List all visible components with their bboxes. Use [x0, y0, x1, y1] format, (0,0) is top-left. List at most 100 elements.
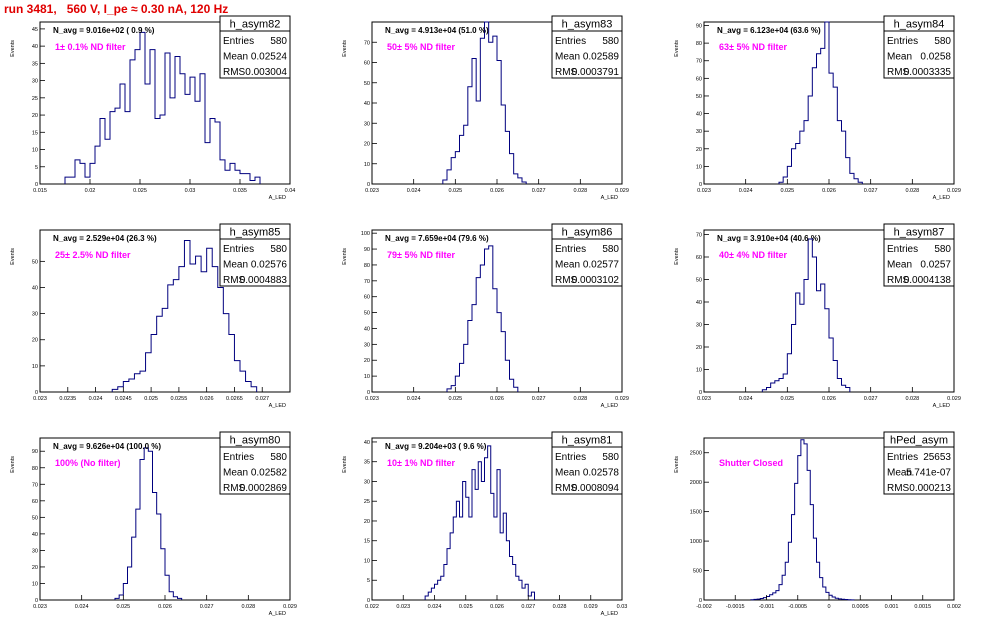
x-tick-label: 0.0265 — [226, 396, 243, 402]
x-tick-label: 0.023 — [697, 396, 711, 402]
y-tick-label: 0 — [699, 182, 702, 188]
navg-annotation: N_avg = 6.123e+04 (63.6 %) — [717, 26, 821, 35]
filter-label: 40± 4% ND filter — [719, 250, 787, 260]
stats-value-entries: 580 — [602, 244, 619, 255]
histogram-panel-h_asym86: 0 10 20 30 40 50 60 70 80 90 100 0.023 0.024 0.025 0.0… — [342, 223, 629, 409]
y-tick-label: 40 — [364, 440, 370, 446]
y-axis-label: Events — [342, 456, 348, 473]
x-tick-label: 0.028 — [905, 188, 919, 194]
x-tick-label: -0.0005 — [788, 604, 807, 610]
stats-box: h_asym80 Entries 580 Mean 0.02582 RMS0.000286… — [219, 431, 291, 495]
x-tick-label: 0.029 — [615, 396, 629, 402]
stats-box-frame — [883, 431, 955, 495]
x-axis-label: A_LED — [601, 403, 618, 409]
stats-value-mean: 0.02524 — [251, 52, 288, 63]
x-tick-label: 0.025 — [133, 188, 147, 194]
x-tick-label: 0.024 — [407, 188, 421, 194]
stats-value-mean: 5.741e-07 — [906, 468, 951, 479]
y-tick-label: 70 — [696, 59, 702, 65]
stats-value-entries: 580 — [602, 452, 619, 463]
stats-label-rms: RMS — [887, 275, 910, 286]
stats-value-mean: 0.02582 — [251, 468, 288, 479]
stats-value-mean: 0.02576 — [251, 260, 288, 271]
y-tick-label: 15 — [32, 130, 38, 136]
x-tick-label: 0.0005 — [852, 604, 869, 610]
y-tick-label: 0 — [699, 390, 702, 396]
x-axis-label: A_LED — [933, 195, 950, 201]
filter-label: 100% (No filter) — [55, 458, 121, 468]
y-tick-label: 70 — [364, 279, 370, 285]
x-tick-label: 0.0015 — [914, 604, 931, 610]
stats-label-entries: Entries — [555, 36, 586, 47]
y-tick-label: 1500 — [690, 510, 702, 516]
x-axis-label: A_LED — [269, 195, 286, 201]
x-tick-label: 0.0235 — [59, 396, 76, 402]
x-tick-label: 0.025 — [144, 396, 158, 402]
x-tick-label: 0.026 — [490, 188, 504, 194]
histogram-bars — [424, 445, 535, 600]
stats-value-mean: 0.0258 — [920, 52, 951, 63]
histogram-title: h_asym83 — [562, 19, 613, 31]
stats-box-frame — [883, 15, 955, 79]
histogram-panel-h_asym82: 0 5 10 15 20 25 30 35 40 45 0.015 0.02 0.025 0.03 0.03… — [10, 15, 295, 201]
y-tick-label: 20 — [364, 142, 370, 148]
histogram-panel-h_asym84: 0 10 20 30 40 50 60 70 80 90 0.023 0.024 0.025 0.026 0… — [674, 15, 961, 201]
y-tick-label: 50 — [696, 278, 702, 284]
navg-annotation: N_avg = 9.204e+03 ( 9.6 %) — [385, 442, 487, 451]
y-tick-label: 20 — [364, 358, 370, 364]
histogram-title: h_asym82 — [230, 19, 281, 31]
filter-label: 50± 5% ND filter — [387, 42, 455, 52]
stats-label-entries: Entries — [887, 452, 918, 463]
histogram-bars — [778, 21, 863, 184]
filter-label: 25± 2.5% ND filter — [55, 250, 131, 260]
x-tick-label: 0.029 — [615, 188, 629, 194]
histogram-title: hPed_asym — [890, 435, 948, 447]
y-axis-label: Events — [674, 456, 680, 473]
histogram-bars — [111, 239, 258, 392]
stats-box-frame — [551, 431, 623, 495]
y-tick-label: 20 — [696, 345, 702, 351]
x-tick-label: 0.023 — [33, 396, 47, 402]
y-tick-label: 35 — [364, 460, 370, 466]
stats-label-rms: RMS — [887, 483, 910, 494]
x-tick-label: 0.025 — [448, 396, 462, 402]
y-tick-label: 20 — [696, 147, 702, 153]
x-tick-label: 0.024 — [739, 396, 753, 402]
navg-annotation: N_avg = 9.016e+02 ( 0.9 %) — [53, 26, 155, 35]
y-tick-label: 60 — [696, 76, 702, 82]
x-tick-label: 0.026 — [822, 396, 836, 402]
y-tick-label: 30 — [696, 129, 702, 135]
x-tick-label: 0.026 — [158, 604, 172, 610]
y-tick-label: 25 — [364, 499, 370, 505]
stats-box: h_asym85 Entries 580 Mean 0.02576 RMS0.000488… — [219, 223, 291, 287]
x-tick-label: 0.028 — [241, 604, 255, 610]
stats-label-entries: Entries — [223, 36, 254, 47]
y-tick-label: 60 — [32, 499, 38, 505]
navg-annotation: N_avg = 2.529e+04 (26.3 %) — [53, 234, 157, 243]
y-tick-label: 2000 — [690, 480, 702, 486]
x-tick-label: 0.026 — [490, 396, 504, 402]
x-axis-label: A_LED — [601, 195, 618, 201]
histogram-title: h_asym80 — [230, 435, 281, 447]
stats-box: h_asym86 Entries 580 Mean 0.02577 RMS0.000310… — [551, 223, 623, 287]
y-tick-label: 100 — [361, 231, 370, 237]
histogram-bars — [761, 238, 851, 392]
y-tick-label: 40 — [32, 44, 38, 50]
x-tick-label: 0.002 — [947, 604, 961, 610]
y-tick-label: 40 — [32, 532, 38, 538]
x-tick-label: 0.026 — [822, 188, 836, 194]
y-tick-label: 70 — [32, 482, 38, 488]
y-tick-label: 70 — [696, 233, 702, 239]
x-axis-label: A_LED — [933, 403, 950, 409]
y-axis-label: Events — [10, 456, 16, 473]
x-tick-label: 0.027 — [532, 396, 546, 402]
stats-label-mean: Mean — [887, 468, 912, 479]
x-tick-label: 0.022 — [365, 604, 379, 610]
x-tick-label: 0.024 — [407, 396, 421, 402]
y-tick-label: 10 — [32, 581, 38, 587]
y-axis-label: Events — [10, 248, 16, 265]
histogram-title: h_asym87 — [894, 227, 945, 239]
y-axis-label: Events — [342, 40, 348, 57]
